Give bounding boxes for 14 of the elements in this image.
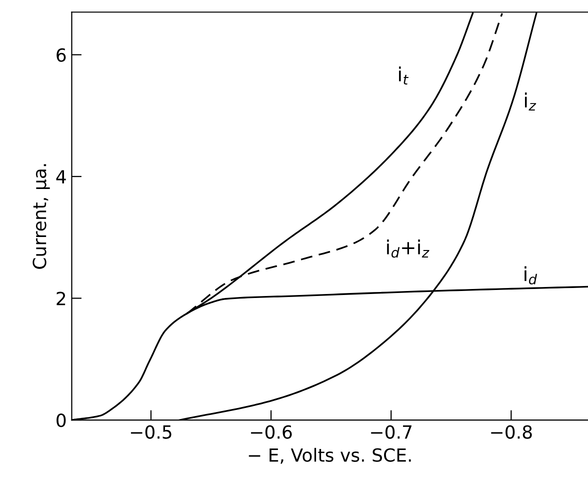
series-label: i$_{d}$+i$_{z}$ bbox=[387, 239, 430, 258]
y-axis-title: Current, μa. bbox=[32, 164, 50, 269]
y-tick-label: 0 bbox=[56, 413, 66, 428]
x-axis-title: − E, Volts vs. SCE. bbox=[248, 448, 411, 464]
y-tick-label: 4 bbox=[56, 170, 66, 184]
series-label: i$_{t}$ bbox=[399, 66, 409, 84]
y-tick-label: 6 bbox=[56, 48, 66, 62]
x-tick-label: −0.5 bbox=[130, 425, 172, 439]
series-label: i$_{z}$ bbox=[524, 92, 536, 111]
x-tick-label: −0.6 bbox=[251, 425, 292, 439]
x-tick-label: −0.8 bbox=[491, 425, 532, 439]
x-tick-label: −0.7 bbox=[371, 425, 412, 439]
series-label: i$_{d}$ bbox=[524, 266, 538, 284]
y-tick-label: 2 bbox=[56, 292, 66, 306]
